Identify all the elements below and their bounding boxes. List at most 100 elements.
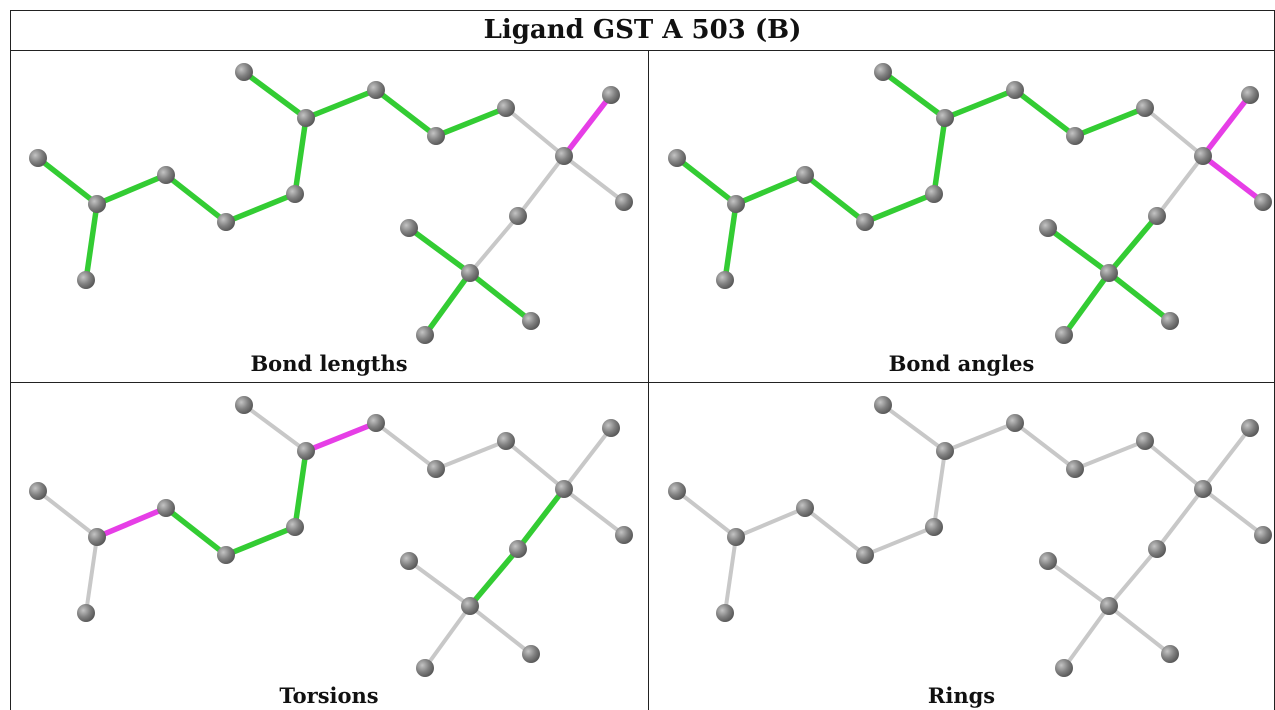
bond-a16-a19 bbox=[422, 270, 473, 338]
bond-a2-a3 bbox=[723, 535, 738, 615]
atom-a15 bbox=[509, 207, 527, 225]
atom-a4 bbox=[157, 166, 175, 184]
atom-a5 bbox=[856, 546, 874, 564]
bond-a15-a16 bbox=[467, 546, 521, 609]
bond-a12-a15 bbox=[1155, 154, 1205, 218]
bond-a9-a10 bbox=[374, 421, 438, 471]
atom-a16 bbox=[461, 597, 479, 615]
atom-a19 bbox=[1055, 326, 1073, 344]
atom-a19 bbox=[416, 659, 434, 677]
atom-a6 bbox=[286, 185, 304, 203]
atom-a14 bbox=[1254, 193, 1272, 211]
atom-a18 bbox=[1161, 645, 1179, 663]
bond-a12-a13 bbox=[561, 92, 614, 159]
bond-a15-a16 bbox=[1107, 547, 1159, 608]
bond-a16-a17 bbox=[406, 225, 473, 276]
atom-a6 bbox=[925, 185, 943, 203]
atom-a15 bbox=[509, 540, 527, 558]
atom-a7 bbox=[297, 109, 315, 127]
bond-a4-a5 bbox=[163, 505, 229, 558]
atom-a17 bbox=[1039, 552, 1057, 570]
atom-a8 bbox=[874, 63, 892, 81]
bond-a4-a5 bbox=[803, 506, 867, 557]
atom-a6 bbox=[925, 518, 943, 536]
bond-a7-a8 bbox=[242, 403, 308, 453]
atom-a8 bbox=[235, 63, 253, 81]
atom-a2 bbox=[727, 195, 745, 213]
bond-a10-a11 bbox=[1072, 105, 1148, 139]
bond-a16-a17 bbox=[407, 559, 472, 608]
bond-a9-a10 bbox=[373, 87, 439, 139]
ligand-validation-figure: Ligand GST A 503 (B) Bond lengths Bond a… bbox=[10, 10, 1275, 710]
bond-a7-a8 bbox=[880, 69, 948, 121]
atom-a2 bbox=[88, 528, 106, 546]
bond-a5-a6 bbox=[223, 191, 298, 225]
bond-a9-a10 bbox=[1013, 421, 1077, 471]
bond-a1-a2 bbox=[675, 489, 738, 539]
atom-a15 bbox=[1148, 207, 1166, 225]
panel-rings bbox=[668, 396, 1272, 677]
atom-a9 bbox=[1006, 81, 1024, 99]
atom-a13 bbox=[1241, 86, 1259, 104]
atom-a1 bbox=[29, 149, 47, 167]
atom-a4 bbox=[796, 166, 814, 184]
atom-a13 bbox=[1241, 419, 1259, 437]
bond-a12-a15 bbox=[516, 154, 566, 218]
atom-a10 bbox=[1066, 127, 1084, 145]
bond-a11-a12 bbox=[504, 439, 566, 491]
bond-a7-a9 bbox=[943, 421, 1017, 453]
bond-a5-a6 bbox=[862, 191, 937, 225]
bond-a1-a2 bbox=[674, 155, 739, 207]
atom-a11 bbox=[1136, 432, 1154, 450]
bond-a16-a19 bbox=[423, 604, 472, 670]
atom-a17 bbox=[400, 552, 418, 570]
atom-a7 bbox=[297, 442, 315, 460]
bond-a16-a19 bbox=[1061, 270, 1112, 338]
bond-a16-a18 bbox=[467, 270, 534, 324]
bond-a2-a4 bbox=[733, 172, 808, 207]
bond-a1-a2 bbox=[36, 489, 99, 539]
atom-a2 bbox=[727, 528, 745, 546]
atom-a11 bbox=[497, 99, 515, 117]
bond-a12-a14 bbox=[1200, 153, 1266, 205]
atom-a10 bbox=[427, 127, 445, 145]
atom-a11 bbox=[1136, 99, 1154, 117]
bond-a15-a16 bbox=[468, 214, 520, 275]
bond-a2-a4 bbox=[734, 506, 807, 539]
panel-torsions bbox=[29, 396, 633, 677]
atom-a5 bbox=[217, 213, 235, 231]
bond-a7-a9 bbox=[942, 87, 1018, 121]
bond-a16-a18 bbox=[468, 604, 533, 656]
atom-a4 bbox=[157, 499, 175, 517]
bond-a6-a7 bbox=[932, 449, 947, 529]
bond-a7-a9 bbox=[303, 87, 379, 121]
bond-a11-a12 bbox=[504, 106, 566, 158]
atom-a4 bbox=[796, 499, 814, 517]
bond-a4-a5 bbox=[802, 172, 868, 225]
bond-a5-a6 bbox=[223, 524, 298, 558]
bond-a7-a8 bbox=[881, 403, 947, 453]
bond-a9-a10 bbox=[1012, 87, 1078, 139]
bond-a12-a14 bbox=[562, 487, 626, 537]
bond-a2-a3 bbox=[84, 535, 99, 615]
bond-a2-a4 bbox=[94, 505, 169, 540]
atom-a16 bbox=[461, 264, 479, 282]
atom-a18 bbox=[522, 312, 540, 330]
bond-a11-a12 bbox=[1143, 439, 1205, 491]
atom-a8 bbox=[235, 396, 253, 414]
atom-a12 bbox=[1194, 147, 1212, 165]
atom-a17 bbox=[400, 219, 418, 237]
bond-a12-a14 bbox=[562, 154, 626, 204]
atom-a7 bbox=[936, 109, 954, 127]
atom-a13 bbox=[602, 419, 620, 437]
atom-a19 bbox=[1055, 659, 1073, 677]
bond-a1-a2 bbox=[35, 155, 100, 207]
atom-a6 bbox=[286, 518, 304, 536]
atom-a9 bbox=[367, 414, 385, 432]
bond-a12-a13 bbox=[1200, 92, 1253, 159]
atom-a18 bbox=[522, 645, 540, 663]
atom-a3 bbox=[716, 604, 734, 622]
caption-bond-lengths: Bond lengths bbox=[250, 351, 408, 376]
bond-a4-a5 bbox=[163, 172, 229, 225]
bond-a16-a17 bbox=[1045, 225, 1112, 276]
